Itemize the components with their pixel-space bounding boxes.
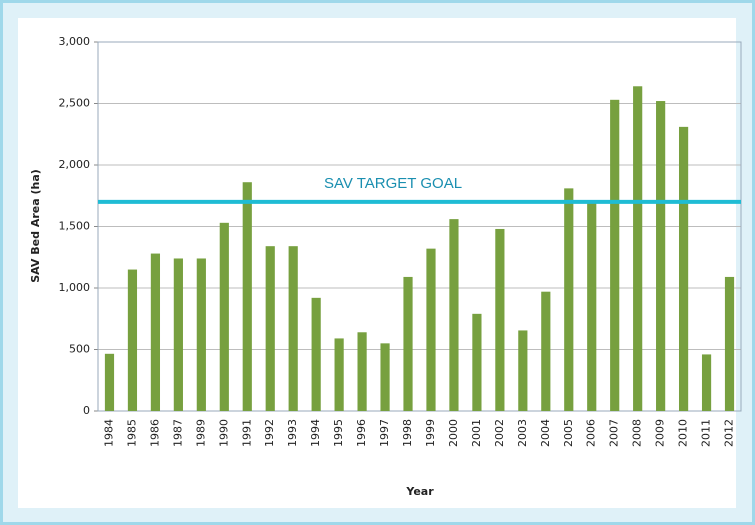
y-tick-label: 0 <box>83 404 90 417</box>
x-tick-label: 1994 <box>309 419 322 447</box>
bar <box>656 101 666 411</box>
bar <box>242 182 252 411</box>
y-tick-label: 1,500 <box>59 220 91 233</box>
x-tick-label: 1997 <box>378 419 391 447</box>
x-tick-label: 1992 <box>263 419 276 447</box>
x-tick-label: 1995 <box>332 419 345 447</box>
x-tick-label: 1996 <box>355 419 368 447</box>
x-tick-label: 2012 <box>723 419 736 447</box>
bar <box>173 258 183 411</box>
x-tick-label: 2007 <box>608 419 621 447</box>
y-tick-label: 2,500 <box>59 97 91 110</box>
x-tick-label: 1987 <box>171 419 184 447</box>
x-axis-title: Year <box>405 485 434 498</box>
bar <box>449 219 459 411</box>
x-tick-label: 1986 <box>148 419 161 447</box>
y-tick-label: 3,000 <box>59 35 91 48</box>
bar <box>724 276 735 411</box>
x-tick-label: 2002 <box>493 419 506 447</box>
target-label: SAV TARGET GOAL <box>324 175 462 192</box>
bar <box>196 258 206 411</box>
x-tick-label: 1990 <box>217 419 230 447</box>
x-tick-label: 2006 <box>585 419 598 447</box>
bar <box>311 297 321 411</box>
bar <box>403 276 413 411</box>
x-tick-label: 1991 <box>240 419 253 447</box>
x-tick-label: 1989 <box>194 419 207 447</box>
bar <box>678 126 689 412</box>
x-tick-label: 1993 <box>286 419 299 447</box>
plot-border <box>97 41 742 412</box>
bar <box>426 248 436 411</box>
x-tick-label: 2005 <box>562 419 575 447</box>
bar <box>219 222 229 411</box>
x-tick-label: 2010 <box>677 419 690 447</box>
bar <box>127 269 138 411</box>
bar <box>564 188 574 411</box>
x-tick-label: 1984 <box>102 419 115 447</box>
bar <box>380 343 390 411</box>
bar <box>587 203 597 411</box>
y-tick-label: 1,000 <box>59 281 91 294</box>
y-tick-label: 2,000 <box>59 158 91 171</box>
bar <box>288 246 298 411</box>
x-tick-label: 2001 <box>470 419 483 447</box>
bar <box>495 228 505 411</box>
bar <box>633 86 643 411</box>
bar <box>541 291 551 411</box>
bar <box>518 330 528 411</box>
x-tick-label: 2011 <box>700 419 713 447</box>
y-tick-label: 500 <box>69 343 90 356</box>
x-tick-label: 2004 <box>539 419 552 447</box>
x-tick-label: 2003 <box>516 419 529 447</box>
x-tick-label: 1985 <box>125 419 138 447</box>
bar <box>701 354 712 411</box>
x-tick-label: 1999 <box>424 419 437 447</box>
bar <box>472 313 482 411</box>
bar <box>357 332 367 411</box>
y-axis-title: SAV Bed Area (ha) <box>29 169 42 283</box>
x-tick-label: 1998 <box>401 419 414 447</box>
bar <box>265 246 275 411</box>
bar <box>104 353 115 411</box>
bar <box>610 99 620 411</box>
x-tick-label: 2008 <box>631 419 644 447</box>
x-tick-label: 2000 <box>447 419 460 447</box>
x-tick-label: 2009 <box>654 419 667 447</box>
bar <box>334 338 344 411</box>
bar <box>150 253 161 411</box>
